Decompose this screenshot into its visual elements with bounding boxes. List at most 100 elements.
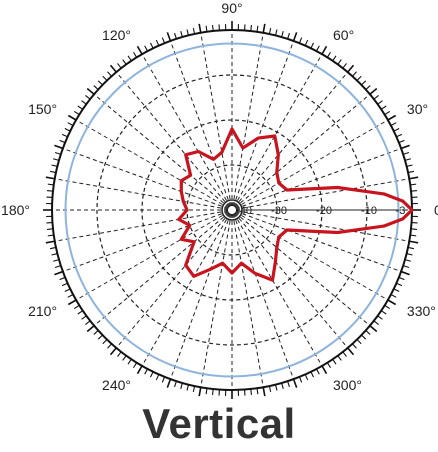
- degree-tick: [67, 299, 77, 306]
- degree-tick: [47, 234, 54, 237]
- degree-tick: [400, 144, 410, 150]
- degree-tick: [321, 45, 328, 55]
- degree-tick: [51, 164, 58, 167]
- degree-tick: [365, 85, 371, 90]
- angular-grid-line: [169, 213, 232, 380]
- radial-tick-label: -20: [316, 205, 332, 217]
- degree-tick: [161, 376, 166, 383]
- degree-tick: [250, 24, 252, 32]
- degree-tick: [144, 368, 148, 375]
- degree-tick: [409, 240, 419, 244]
- degree-tick: [380, 310, 387, 315]
- pattern-data-point: [277, 235, 281, 239]
- degree-tick: [410, 228, 418, 230]
- pattern-data-point: [185, 208, 189, 212]
- degree-tick: [292, 32, 298, 42]
- degree-tick: [268, 385, 272, 393]
- angle-tick-label: 150°: [28, 101, 57, 117]
- pattern-data-point: [188, 223, 192, 227]
- pattern-data-point: [184, 263, 188, 267]
- degree-tick: [77, 310, 84, 315]
- degree-tick: [198, 23, 202, 33]
- pattern-data-point: [230, 127, 234, 131]
- pattern-data-point: [179, 190, 183, 193]
- degree-tick: [262, 23, 266, 33]
- degree-tick: [46, 190, 54, 192]
- pattern-data-point: [192, 240, 196, 244]
- pattern-data-point: [221, 261, 225, 265]
- degree-tick: [342, 351, 347, 357]
- degree-tick: [205, 388, 208, 395]
- degree-tick: [369, 325, 378, 333]
- degree-tick: [410, 234, 417, 237]
- degree-tick: [377, 315, 383, 320]
- degree-tick: [102, 339, 108, 345]
- degree-tick: [81, 100, 87, 105]
- pattern-data-point: [189, 173, 193, 177]
- degree-tick: [342, 63, 347, 69]
- degree-tick: [109, 64, 117, 73]
- pattern-data-point: [382, 224, 386, 228]
- angle-tick-label: 300°: [333, 377, 362, 393]
- degree-tick: [304, 39, 309, 46]
- angular-grid-line: [115, 212, 230, 349]
- pattern-data-point: [181, 200, 185, 203]
- pattern-data-point: [192, 274, 196, 278]
- pattern-data-point: [212, 157, 215, 161]
- degree-tick: [117, 351, 122, 357]
- degree-tick: [54, 151, 61, 155]
- degree-tick: [396, 282, 403, 287]
- degree-tick: [166, 32, 172, 42]
- angular-grid-line: [235, 211, 389, 301]
- pattern-data-point: [382, 192, 386, 196]
- degree-tick: [387, 114, 397, 121]
- degree-tick: [54, 144, 64, 150]
- degree-tick: [51, 253, 58, 256]
- pattern-data-point: [273, 260, 277, 264]
- pattern-data-point: [253, 272, 257, 275]
- degree-tick: [410, 183, 417, 186]
- pattern-data-point: [220, 150, 224, 154]
- pattern-data-point: [285, 188, 289, 192]
- pattern-data-point: [179, 179, 183, 183]
- degree-tick: [332, 55, 337, 62]
- degree-tick: [256, 25, 259, 32]
- angle-tick-label: 210°: [28, 303, 57, 319]
- degree-tick: [407, 170, 415, 174]
- pattern-data-point: [401, 199, 405, 203]
- angular-grid-line: [232, 40, 295, 207]
- degree-tick: [404, 259, 411, 262]
- angular-grid-line: [234, 93, 371, 208]
- chart-title: Vertical: [142, 400, 296, 447]
- degree-tick: [192, 385, 196, 393]
- degree-tick: [407, 246, 415, 250]
- pattern-data-point: [230, 271, 234, 275]
- degree-tick: [352, 343, 357, 349]
- degree-tick: [205, 25, 208, 32]
- degree-tick: [107, 71, 112, 77]
- angular-grid-line: [235, 210, 402, 273]
- degree-tick: [86, 325, 95, 333]
- degree-tick: [161, 37, 166, 44]
- degree-tick: [107, 343, 112, 349]
- degree-tick: [361, 80, 367, 86]
- degree-tick: [398, 139, 405, 144]
- degree-tick: [316, 368, 320, 375]
- degree-tick: [298, 37, 303, 44]
- degree-tick: [310, 371, 315, 378]
- angular-grid-line: [54, 210, 229, 242]
- degree-tick: [73, 110, 80, 116]
- degree-tick: [356, 75, 362, 81]
- degree-tick: [361, 334, 367, 340]
- angle-tick-label: 330°: [407, 303, 436, 319]
- degree-tick: [337, 355, 342, 361]
- degree-tick: [287, 381, 291, 388]
- degree-tick: [45, 240, 55, 244]
- degree-tick: [173, 32, 177, 39]
- pattern-data-point: [179, 237, 183, 241]
- degree-tick: [377, 100, 383, 105]
- angle-tick-label: 90°: [221, 0, 242, 16]
- degree-tick: [380, 105, 387, 110]
- degree-tick: [298, 376, 303, 383]
